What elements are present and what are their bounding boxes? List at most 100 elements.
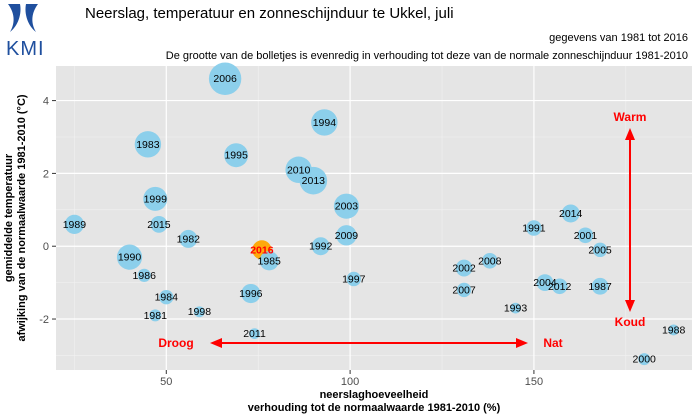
y-axis-ticks: -2 0 2 4 [39, 96, 56, 326]
arrow-down-icon [625, 300, 635, 312]
bubble-label-2013: 2013 [302, 175, 326, 187]
bubble-1989 [64, 214, 84, 234]
bubble-1987 [591, 277, 609, 295]
bubble-1996 [241, 283, 261, 304]
bubble-2013 [299, 166, 328, 195]
logo-wave-right-icon [25, 4, 38, 32]
bubble-2011 [249, 328, 260, 339]
bubble-1993 [510, 302, 521, 314]
bubble-label-1984: 1984 [155, 292, 179, 304]
bubble-label-2007: 2007 [452, 284, 476, 296]
bubble-1986 [137, 268, 151, 282]
y-axis-title-line2: afwijking van de normaalwaarde 1981-2010… [16, 94, 28, 341]
y-axis-title-line1: gemiddelde temperatuur [3, 153, 15, 282]
y-tick-label: 2 [43, 168, 49, 180]
bubble-1981 [149, 309, 162, 322]
bubble-1991 [526, 220, 542, 236]
bubble-1994 [311, 109, 338, 136]
bubble-2002 [455, 259, 473, 277]
x-tick-label: 50 [160, 376, 172, 388]
bubble-1995 [224, 143, 249, 168]
bubble-1992 [311, 237, 330, 256]
size-note: De grootte van de bolletjes is evenredig… [166, 50, 688, 62]
droog-label: Droog [158, 336, 193, 350]
logo-text: KMI [6, 38, 45, 60]
bubble-1999 [143, 186, 168, 211]
bubble-2014 [561, 204, 580, 223]
bubble-label-2010: 2010 [287, 164, 311, 176]
droog-nat-arrow: Droog Nat [158, 336, 562, 350]
bubble-2004 [536, 274, 554, 292]
bubble-label-2014: 2014 [559, 208, 583, 220]
nat-label: Nat [543, 336, 562, 350]
bubble-label-1986: 1986 [133, 270, 157, 282]
warm-label: Warm [614, 110, 647, 124]
bubble-label-1991: 1991 [522, 223, 546, 235]
bubble-2015 [150, 215, 168, 233]
bubble-2001 [577, 227, 594, 244]
bubble-1988 [668, 324, 680, 336]
bubble-label-1999: 1999 [144, 193, 168, 205]
bubble-label-1990: 1990 [118, 252, 142, 264]
bubble-label-1982: 1982 [177, 233, 201, 245]
bubble-2000 [638, 353, 651, 366]
bubble-label-1992: 1992 [309, 241, 333, 253]
bubble-2007 [456, 282, 472, 298]
bubble-2005 [592, 242, 608, 258]
bubble-label-2015: 2015 [147, 219, 171, 231]
bubble-series [64, 62, 680, 366]
bubble-label-2006: 2006 [213, 73, 237, 85]
bubble-label-2004: 2004 [533, 277, 557, 289]
bubble-label-2005: 2005 [588, 244, 612, 256]
bubble-1982 [179, 229, 198, 248]
arrow-up-icon [625, 128, 635, 140]
koud-label: Koud [615, 315, 646, 329]
x-axis-title-line2: verhouding tot de normaalwaarde 1981-201… [248, 402, 501, 414]
bubble-2006 [208, 62, 242, 95]
bubble-2008 [482, 252, 498, 269]
bubble-2009 [336, 225, 357, 246]
bubble-label-1993: 1993 [504, 303, 528, 315]
bubble-label-2002: 2002 [452, 263, 476, 275]
x-tick-label: 150 [525, 376, 543, 388]
bubble-1990 [116, 244, 143, 270]
kmi-logo: KMI [6, 4, 45, 60]
bubble-label-1989: 1989 [63, 219, 87, 231]
bubble-1983 [134, 131, 162, 158]
bubble-label-2011: 2011 [243, 328, 266, 340]
bubble-1997 [346, 271, 361, 287]
bubble-label-1987: 1987 [588, 281, 612, 293]
bubble-label-1997: 1997 [342, 273, 366, 285]
bubble-label-1995: 1995 [224, 150, 248, 162]
bubble-label-1983: 1983 [136, 139, 160, 151]
period-note: gegevens van 1981 tot 2016 [549, 32, 688, 44]
bubble-label-2008: 2008 [478, 255, 502, 267]
logo-wave-left-icon [8, 4, 21, 32]
bubble-label-2012: 2012 [548, 281, 572, 293]
x-axis-title-line1: neerslaghoeveelheid [320, 389, 429, 401]
bubble-label-1981: 1981 [144, 310, 168, 322]
y-tick-label: 4 [43, 96, 49, 108]
warm-koud-arrow: Warm Koud [614, 110, 647, 329]
y-tick-label: 0 [43, 241, 49, 253]
x-axis-ticks: 50 100 150 [160, 370, 543, 388]
bubble-label-1996: 1996 [239, 288, 263, 300]
y-tick-label: -2 [39, 314, 49, 326]
arrow-left-icon [210, 338, 222, 348]
bubble-1984 [159, 289, 174, 305]
bubble-1998 [193, 306, 205, 318]
bubble-2003 [333, 193, 360, 219]
bubble-label-2000: 2000 [633, 354, 657, 366]
x-tick-label: 100 [341, 376, 359, 388]
bubble-label-1988: 1988 [662, 324, 686, 336]
bubble-label-2009: 2009 [335, 230, 359, 242]
bubble-label-1985: 1985 [258, 255, 282, 267]
bubble-label-1998: 1998 [188, 306, 212, 318]
chart-title: Neerslag, temperatuur en zonneschijnduur… [85, 5, 454, 22]
bubble-label-2001: 2001 [574, 230, 598, 242]
bubble-label-1994: 1994 [313, 117, 337, 129]
bubble-label-2016: 2016 [250, 244, 274, 256]
arrow-right-icon [516, 338, 528, 348]
